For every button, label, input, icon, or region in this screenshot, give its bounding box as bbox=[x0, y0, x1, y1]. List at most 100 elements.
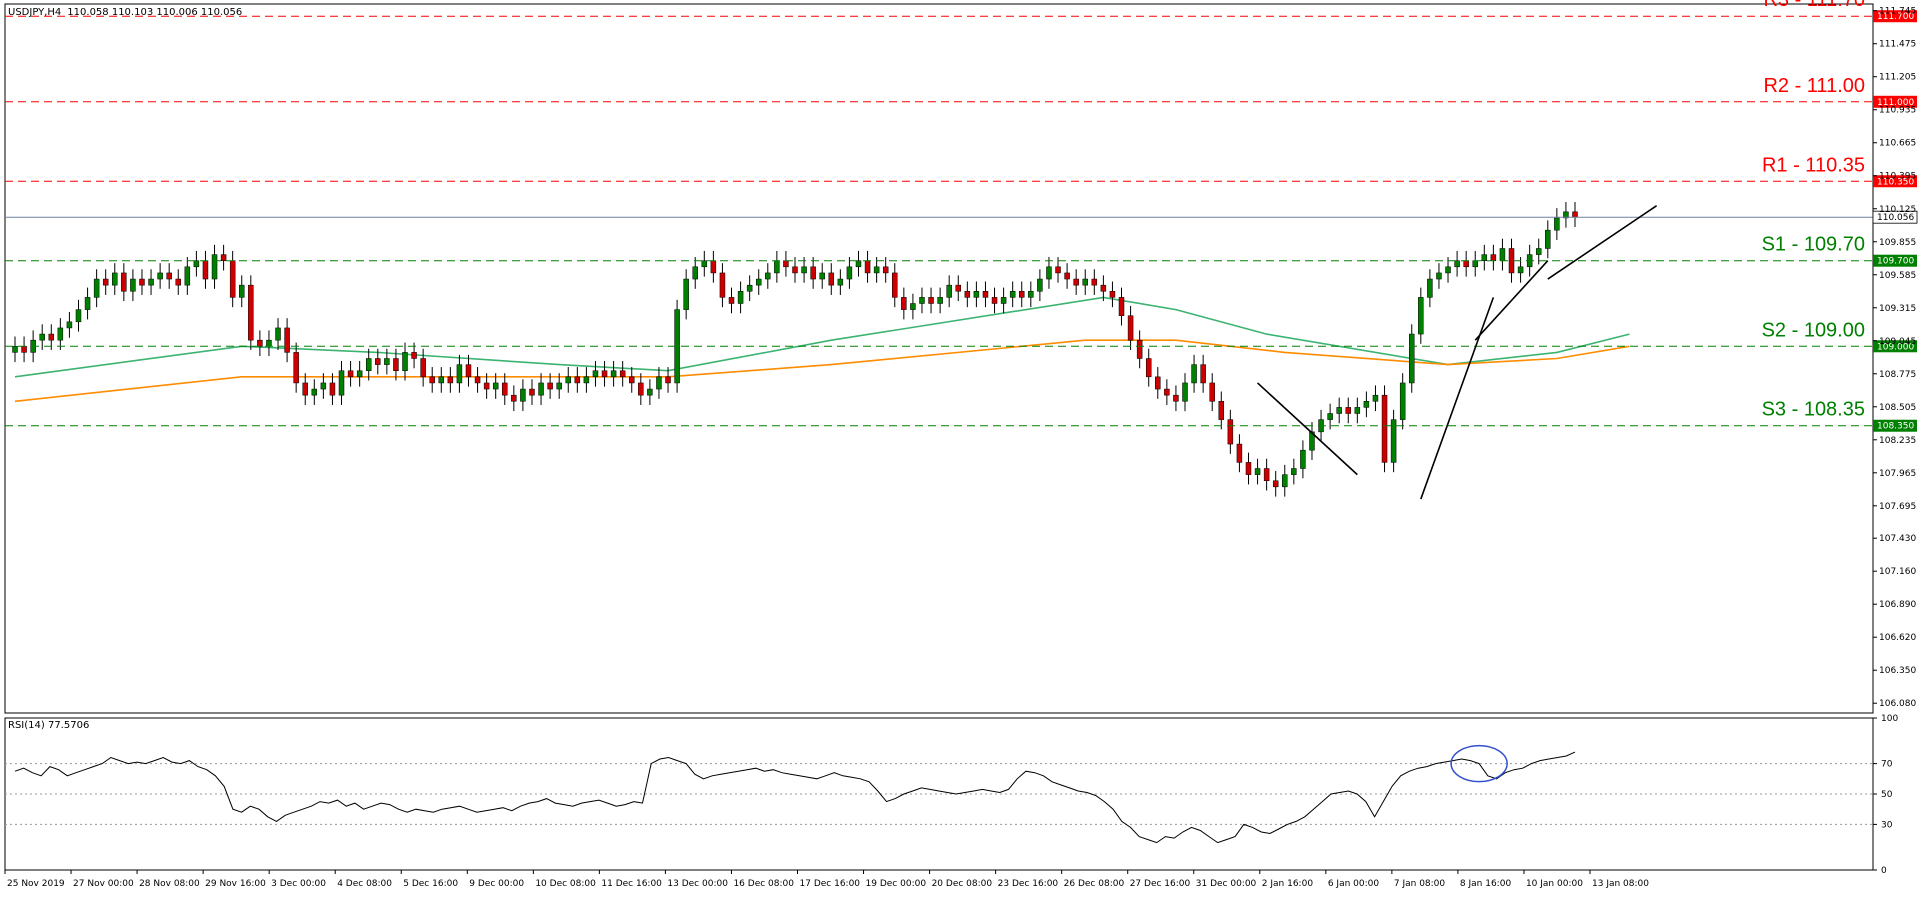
price-tick-label: 106.350 bbox=[1879, 666, 1916, 676]
candle-body bbox=[647, 388, 653, 396]
candle-body bbox=[601, 370, 608, 378]
candle-body bbox=[320, 382, 327, 390]
level-price-tag bbox=[1873, 10, 1917, 23]
candle-body bbox=[964, 291, 971, 298]
price-tick-label: 110.665 bbox=[1879, 139, 1916, 149]
candle-body bbox=[792, 266, 798, 274]
candle-body bbox=[665, 376, 671, 384]
candle-body bbox=[1436, 272, 1442, 280]
time-tick-label: 4 Dec 08:00 bbox=[337, 879, 392, 889]
time-tick-label: 25 Nov 2019 bbox=[7, 879, 65, 889]
candle-body bbox=[21, 346, 27, 353]
level-price-tag bbox=[1873, 419, 1917, 432]
candle-body bbox=[656, 376, 662, 390]
candle-body bbox=[1100, 284, 1107, 292]
candle-body bbox=[1345, 407, 1351, 414]
candle-body bbox=[710, 260, 717, 274]
candle-body bbox=[1200, 364, 1206, 384]
candle-body bbox=[719, 272, 726, 298]
support-level-label: S3 - 108.35 bbox=[1762, 399, 1865, 421]
candle-body bbox=[919, 297, 925, 304]
candle-body bbox=[1490, 254, 1497, 261]
level-price-tag bbox=[1873, 254, 1917, 267]
time-tick-label: 26 Dec 08:00 bbox=[1064, 879, 1125, 889]
current-price-tag-label: 110.056 bbox=[1877, 213, 1914, 223]
time-tick-label: 29 Nov 16:00 bbox=[205, 879, 266, 889]
candle-body bbox=[438, 376, 445, 384]
candle-body bbox=[1554, 217, 1560, 231]
candle-body bbox=[583, 376, 590, 384]
candle-body bbox=[828, 272, 835, 286]
candle-body bbox=[1118, 297, 1125, 316]
candle-body bbox=[93, 278, 100, 298]
rsi-line bbox=[14, 751, 1576, 844]
candle-body bbox=[1535, 248, 1542, 255]
candle-body bbox=[1191, 364, 1197, 384]
candle-body bbox=[175, 278, 181, 286]
candle-body bbox=[520, 388, 526, 402]
candle-body bbox=[39, 333, 45, 341]
candle-body bbox=[1418, 297, 1424, 335]
level-price-tag-label: 111.000 bbox=[1877, 98, 1914, 108]
candle-body bbox=[511, 394, 517, 402]
candle-body bbox=[1263, 468, 1270, 481]
candle-body bbox=[556, 382, 562, 390]
candle-body bbox=[574, 376, 581, 384]
candle-body bbox=[384, 358, 390, 365]
rsi-header: RSI(14) 77.5706 bbox=[8, 720, 89, 731]
price-tick-label: 111.205 bbox=[1879, 73, 1916, 83]
candle-body bbox=[529, 388, 535, 396]
candle-body bbox=[565, 376, 572, 384]
price-tick-label: 106.080 bbox=[1879, 699, 1916, 709]
candle-body bbox=[1136, 339, 1143, 359]
price-tick-label: 107.430 bbox=[1879, 534, 1916, 544]
price-tick-label: 106.620 bbox=[1879, 633, 1916, 643]
candle-body bbox=[1463, 260, 1469, 268]
candle-body bbox=[202, 260, 209, 280]
candle-body bbox=[801, 266, 807, 274]
candle-body bbox=[229, 260, 236, 298]
candle-body bbox=[855, 260, 862, 268]
candle-body bbox=[683, 278, 689, 310]
candle-body bbox=[1272, 480, 1279, 488]
candle-body bbox=[1363, 401, 1370, 408]
candle-body bbox=[1409, 333, 1415, 384]
candle-body bbox=[130, 278, 136, 292]
resistance-level-label: R3 - 111.70 bbox=[1763, 0, 1865, 11]
candle-body bbox=[538, 382, 544, 396]
candle-body bbox=[892, 272, 898, 298]
candle-body bbox=[1517, 266, 1524, 274]
candle-body bbox=[882, 266, 889, 274]
candle-body bbox=[1481, 254, 1488, 261]
price-pane-frame bbox=[4, 3, 1874, 714]
candle-body bbox=[447, 376, 454, 384]
price-tick-label: 108.235 bbox=[1879, 436, 1916, 446]
candle-body bbox=[991, 297, 998, 304]
candle-body bbox=[139, 278, 145, 286]
candle-body bbox=[1427, 278, 1433, 298]
candle-body bbox=[474, 376, 481, 384]
candle-body bbox=[1445, 266, 1451, 274]
candle-body bbox=[1091, 278, 1098, 286]
candle-body bbox=[48, 333, 55, 341]
candle-body bbox=[946, 284, 952, 298]
candle-body bbox=[302, 382, 308, 396]
candle-body bbox=[728, 297, 735, 304]
candle-body bbox=[629, 376, 635, 384]
candle-body bbox=[1155, 376, 1161, 390]
price-tick-label: 107.695 bbox=[1879, 502, 1916, 512]
price-tick-label: 109.585 bbox=[1879, 271, 1916, 281]
candle-body bbox=[592, 370, 599, 378]
level-price-tag-label: 109.000 bbox=[1877, 342, 1914, 352]
candle-body bbox=[483, 382, 490, 390]
time-tick-label: 13 Jan 08:00 bbox=[1592, 879, 1649, 889]
candle-body bbox=[783, 260, 789, 268]
price-tick-label: 109.855 bbox=[1879, 238, 1916, 248]
candle-body bbox=[84, 297, 91, 310]
level-price-tag bbox=[1873, 340, 1917, 353]
candle-body bbox=[1127, 315, 1134, 341]
candle-body bbox=[1000, 297, 1007, 304]
candle-body bbox=[955, 284, 962, 292]
candle-body bbox=[1209, 382, 1215, 402]
candle-body bbox=[1309, 431, 1315, 451]
